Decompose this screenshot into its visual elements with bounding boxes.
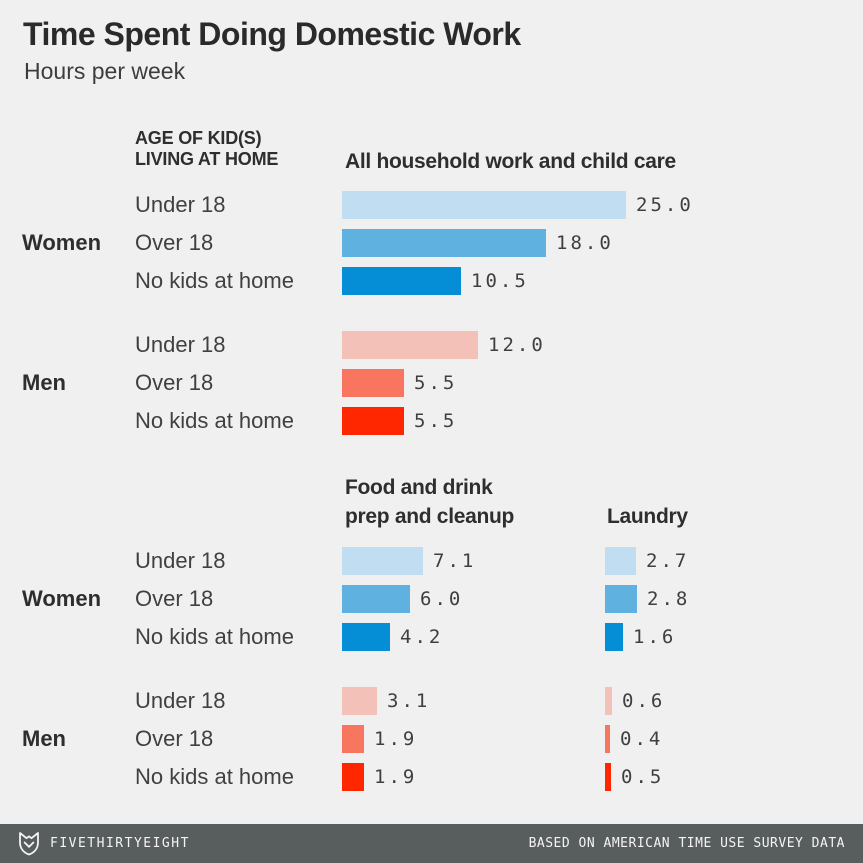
row-label: Under 18: [135, 548, 226, 573]
bar: [605, 725, 610, 753]
bar: [342, 623, 390, 651]
row-axis-header: AGE OF KID(S) LIVING AT HOME: [135, 128, 278, 170]
bar: [342, 547, 423, 575]
bar-value-label: 1.9: [374, 728, 418, 750]
bar-value-label: 2.8: [647, 588, 691, 610]
bar-value-label: 4.2: [400, 626, 444, 648]
row-label: No kids at home: [135, 268, 294, 293]
bar: [605, 547, 636, 575]
bar-value-label: 25.0: [636, 194, 694, 216]
bar-value-label: 2.7: [646, 550, 690, 572]
bar-value-label: 3.1: [387, 690, 431, 712]
row-label: Under 18: [135, 192, 226, 217]
bar: [605, 623, 623, 651]
bar: [342, 585, 410, 613]
row-label: Over 18: [135, 370, 214, 395]
bar: [605, 687, 612, 715]
bar-value-label: 12.0: [488, 334, 546, 356]
bar: [342, 369, 404, 397]
row-label: No kids at home: [135, 624, 294, 649]
bar: [342, 229, 546, 257]
panel-header-food: Food and drink prep and cleanup: [345, 473, 514, 531]
bar-value-label: 6.0: [420, 588, 464, 610]
group-label: Men: [22, 726, 66, 751]
bar: [342, 191, 626, 219]
row-axis-header-line1: AGE OF KID(S): [135, 128, 262, 148]
bar-value-label: 10.5: [471, 270, 529, 292]
subtitle: Hours per week: [24, 58, 186, 84]
bar-value-label: 1.9: [374, 766, 418, 788]
group-label: Women: [22, 230, 102, 255]
group-label: Men: [22, 370, 66, 395]
bar-value-label: 0.4: [620, 728, 664, 750]
row-label: Over 18: [135, 586, 214, 611]
bar: [342, 763, 364, 791]
panel-header-food-line2: prep and cleanup: [345, 505, 515, 528]
bar: [342, 687, 377, 715]
panel-header-food-line1: Food and drink: [345, 476, 493, 499]
bar-value-label: 0.6: [622, 690, 666, 712]
bar-value-label: 1.6: [633, 626, 677, 648]
group-label: Women: [22, 586, 102, 611]
bar-value-label: 18.0: [556, 232, 614, 254]
bar: [605, 585, 637, 613]
brand: FIVETHIRTYEIGHT: [18, 831, 190, 856]
bar-value-label: 5.5: [414, 410, 458, 432]
source-credit: BASED ON AMERICAN TIME USE SURVEY DATA: [528, 836, 845, 851]
bar: [342, 725, 364, 753]
bar-value-label: 0.5: [621, 766, 665, 788]
panel-header-household: All household work and child care: [345, 150, 676, 173]
row-axis-header-line2: LIVING AT HOME: [135, 149, 279, 169]
row-label: Under 18: [135, 688, 226, 713]
bar: [342, 407, 404, 435]
row-label: No kids at home: [135, 764, 294, 789]
row-label: Under 18: [135, 332, 226, 357]
bar: [342, 331, 478, 359]
page-title: Time Spent Doing Domestic Work: [23, 16, 521, 52]
bar-value-label: 7.1: [433, 550, 477, 572]
row-label: Over 18: [135, 230, 214, 255]
row-label: Over 18: [135, 726, 214, 751]
fivethirtyeight-fox-icon: [19, 832, 39, 856]
bar: [605, 763, 611, 791]
brand-label: FIVETHIRTYEIGHT: [50, 836, 190, 851]
footer-bar: FIVETHIRTYEIGHT BASED ON AMERICAN TIME U…: [0, 824, 863, 863]
row-label: No kids at home: [135, 408, 294, 433]
bar: [342, 267, 461, 295]
panel-header-laundry: Laundry: [607, 505, 688, 528]
bar-value-label: 5.5: [414, 372, 458, 394]
